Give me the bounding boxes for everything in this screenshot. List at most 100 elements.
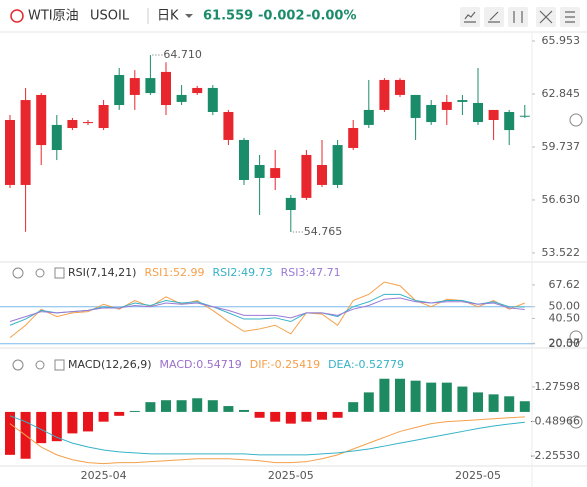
histogram-bar <box>410 380 421 412</box>
draw-button[interactable] <box>484 7 504 27</box>
histogram-bar <box>317 411 327 420</box>
candle-body <box>51 124 62 151</box>
candle-body <box>223 111 234 140</box>
gear-icon[interactable] <box>35 268 45 278</box>
histogram-bar <box>161 400 171 412</box>
histogram-bar <box>145 402 156 412</box>
candle-body <box>473 102 483 123</box>
candle-body <box>114 75 125 106</box>
symbol-icon <box>10 9 24 23</box>
candle-body <box>301 154 312 198</box>
legend-entry: DIF:-0.25419 <box>250 358 320 371</box>
y-tick-label: 67.62 <box>549 278 581 291</box>
legend-entry: DEA:-0.52779 <box>328 358 404 371</box>
dropdown-arrow[interactable] <box>185 14 193 18</box>
y-tick-label: 20.00 <box>549 337 581 350</box>
y-tick-label: 1.27598 <box>535 380 581 393</box>
change: -0.002 <box>258 9 305 24</box>
candle-body <box>145 78 156 94</box>
candle-body <box>98 105 109 129</box>
histogram-bar <box>426 382 437 412</box>
x-tick-label: 2025-05 <box>455 469 501 482</box>
histogram-bar <box>254 411 265 418</box>
histogram-bar <box>379 378 390 412</box>
eye-icon[interactable] <box>12 267 24 279</box>
candle-body <box>36 94 47 146</box>
change-pct: -0.00% <box>306 9 357 24</box>
candle-body <box>426 105 437 123</box>
draw-icon <box>488 11 500 23</box>
gear-icon[interactable] <box>35 360 45 370</box>
y-tick-label: 40.50 <box>549 311 581 324</box>
candle-button[interactable] <box>508 7 528 27</box>
histogram-bar <box>457 386 468 412</box>
pane-title: RSI(7,14,21) <box>68 266 136 279</box>
histogram-bar <box>504 396 515 412</box>
price: 61.559 <box>203 9 253 24</box>
line <box>9 415 525 456</box>
code: USOIL <box>90 9 130 24</box>
histogram-bar <box>301 411 312 422</box>
histogram-bar <box>192 398 203 412</box>
symbol: WTI原油 <box>28 9 79 24</box>
histogram-bar <box>67 411 78 434</box>
histogram-bar <box>98 411 109 422</box>
histogram-bar <box>332 411 343 418</box>
eye-icon[interactable] <box>12 359 24 371</box>
candle-body <box>395 79 405 95</box>
histogram-bar <box>114 411 125 416</box>
annotation: 54.765 <box>304 225 343 238</box>
histogram-bar <box>83 411 93 432</box>
histogram-bar <box>270 411 281 422</box>
settings-dot[interactable] <box>569 330 583 344</box>
candle-body <box>67 120 78 129</box>
candle-body <box>20 100 31 185</box>
histogram-bar <box>363 392 374 412</box>
lock-icon[interactable] <box>54 267 65 279</box>
line <box>9 293 525 326</box>
settings-icon <box>565 11 575 23</box>
legend-entry: RSI2:49.73 <box>213 266 273 279</box>
histogram-bar <box>395 378 405 412</box>
y-tick-label: 50.00 <box>549 300 581 313</box>
histogram-bar <box>51 411 62 442</box>
candle-body <box>441 101 452 110</box>
pane-tools <box>12 113 583 429</box>
period[interactable]: 日K <box>157 9 179 24</box>
candle-body <box>504 111 515 131</box>
candle-body <box>161 71 171 106</box>
histogram-bar <box>473 392 483 412</box>
indicator-icon <box>464 11 476 23</box>
settings-dot[interactable] <box>569 113 583 127</box>
candle-body <box>207 87 218 112</box>
y-tick-label: 59.737 <box>542 140 581 153</box>
candle-body <box>488 109 499 121</box>
y-tick-label: 53.522 <box>542 246 581 259</box>
candle-body <box>5 120 15 185</box>
y-tick-label: 65.953 <box>542 34 581 47</box>
candle-body <box>285 197 296 211</box>
settings-dot[interactable] <box>569 415 583 429</box>
legend-entry: MACD:0.54719 <box>160 358 242 371</box>
toolbar <box>460 7 580 27</box>
x-tick-label: 2025-04 <box>81 469 127 482</box>
candle-body <box>457 100 468 102</box>
candle-body <box>83 122 93 124</box>
histogram-bar <box>36 411 47 444</box>
y-tick-label: -0.48966 <box>531 414 580 427</box>
histogram-bar <box>5 411 15 455</box>
histogram-bar <box>348 402 359 412</box>
candle-body <box>363 109 374 125</box>
candle-body <box>176 94 187 102</box>
line <box>9 416 525 465</box>
candle-body <box>519 115 530 117</box>
candle-icon <box>513 11 523 23</box>
histogram-bar <box>285 411 296 424</box>
histogram-bar <box>519 401 530 412</box>
pane-title: MACD(12,26,9) <box>68 358 152 371</box>
x-tick-label: 2025-05 <box>268 469 314 482</box>
histogram-bar <box>176 400 187 412</box>
histogram-bar <box>129 410 140 412</box>
lock-icon[interactable] <box>54 359 65 371</box>
